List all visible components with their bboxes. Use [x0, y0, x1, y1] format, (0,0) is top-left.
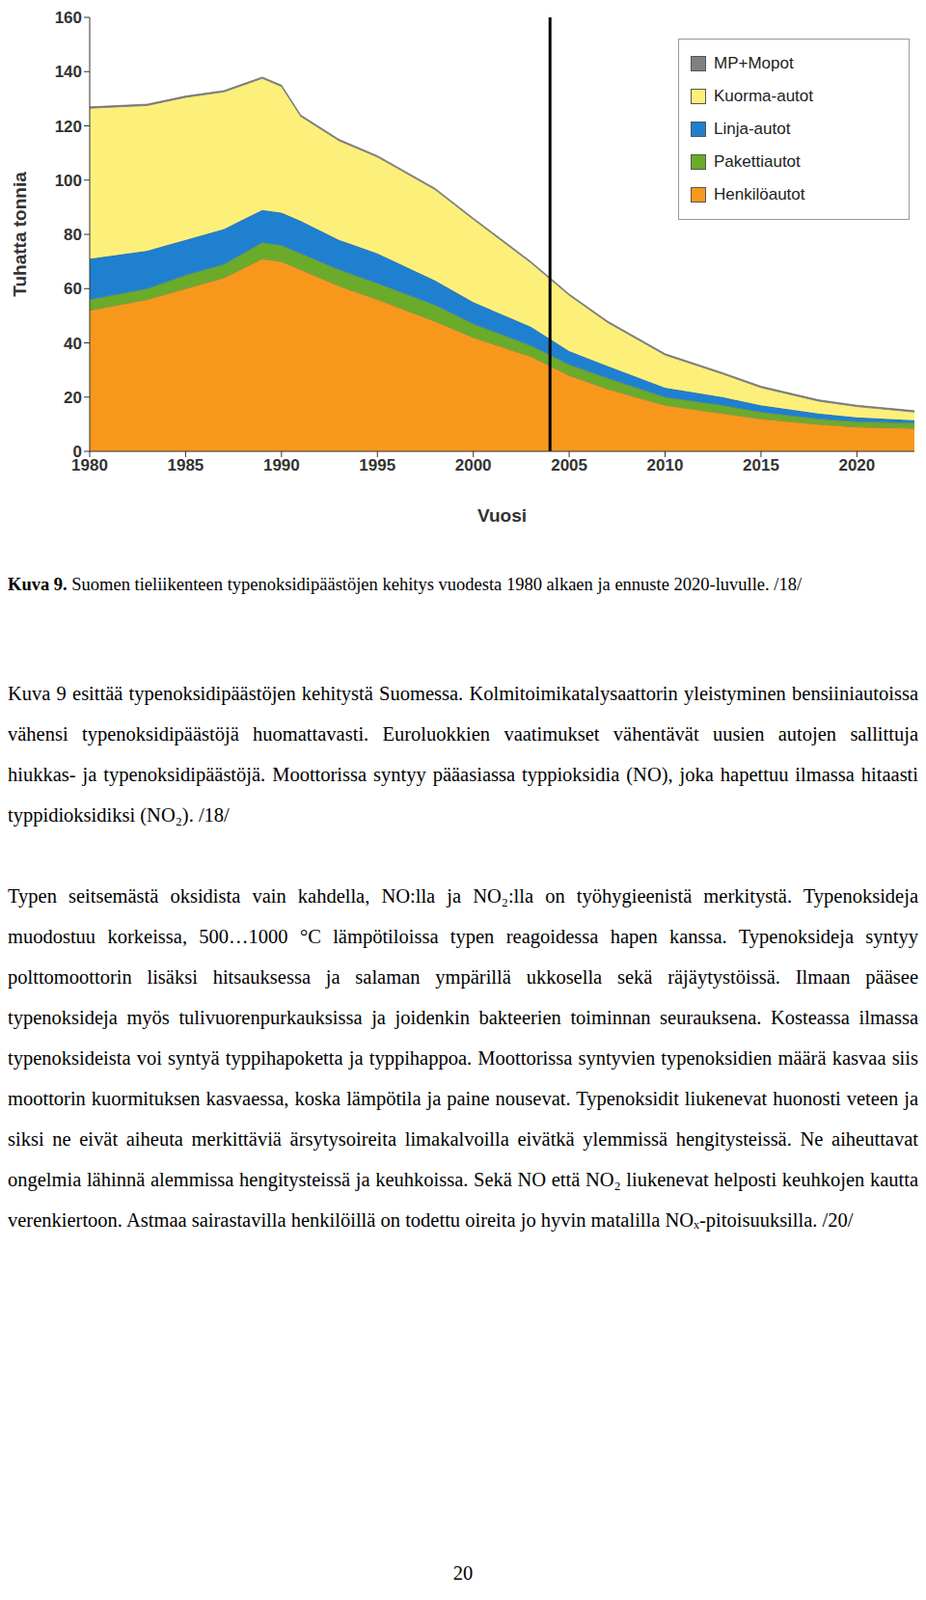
svg-text:1985: 1985 [167, 456, 205, 475]
svg-text:Vuosi: Vuosi [477, 505, 527, 526]
svg-text:100: 100 [54, 171, 82, 191]
svg-text:60: 60 [63, 279, 82, 299]
html-text:Kuorma-autot: Kuorma-autot [713, 86, 814, 106]
html-text:20: 20 [453, 1562, 473, 1584]
html-text:MP+Mopot: MP+Mopot [713, 54, 794, 73]
svg-text:1990: 1990 [263, 456, 300, 475]
svg-text:160: 160 [54, 8, 82, 28]
svg-text:1980: 1980 [71, 456, 108, 475]
svg-text:20: 20 [63, 388, 82, 408]
svg-text:40: 40 [63, 334, 82, 354]
html-text:Henkilöautot: Henkilöautot [713, 185, 805, 204]
svg-text:2005: 2005 [550, 456, 588, 475]
svg-text:2010: 2010 [647, 456, 684, 475]
svg-text:140: 140 [54, 62, 82, 82]
html-text:Typen seitsemästä oksidista va: Typen seitsemästä oksidista vain kahdell… [7, 885, 919, 1231]
svg-text:0: 0 [73, 442, 82, 462]
html-text:Kuva 9 esittää typenoksidipääs: Kuva 9 esittää typenoksidipäästöjen kehi… [7, 682, 919, 826]
svg-text:Tuhatta tonnia: Tuhatta tonnia [9, 171, 30, 298]
svg-text:2015: 2015 [742, 456, 780, 475]
html-text:Pakettiautot: Pakettiautot [713, 152, 801, 171]
html-text:Linja-autot: Linja-autot [713, 119, 791, 138]
svg-text:2000: 2000 [455, 456, 492, 475]
svg-text:2020: 2020 [838, 456, 875, 475]
svg-text:80: 80 [63, 225, 82, 245]
html-text:Kuva 9. Suomen tieliikenteen t: Kuva 9. Suomen tieliikenteen typenoksidi… [7, 574, 802, 595]
svg-text:120: 120 [54, 117, 82, 137]
svg-text:1995: 1995 [358, 456, 396, 475]
